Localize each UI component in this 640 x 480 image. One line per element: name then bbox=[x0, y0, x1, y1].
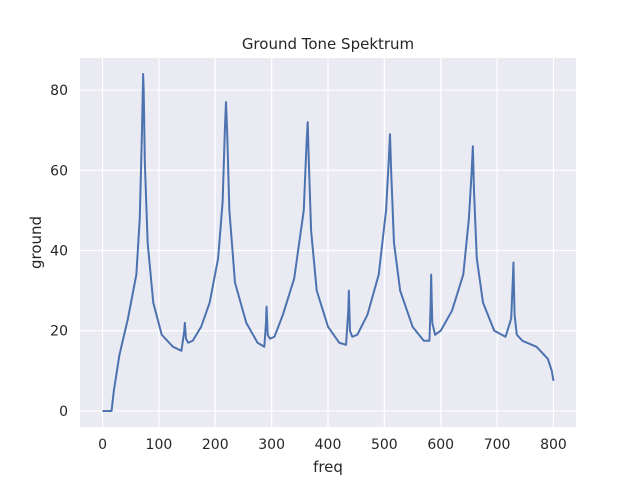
y-tick-label: 60 bbox=[50, 163, 68, 179]
x-tick-label: 500 bbox=[371, 437, 398, 453]
x-tick-label: 300 bbox=[258, 437, 285, 453]
chart-title: Ground Tone Spektrum bbox=[242, 35, 414, 53]
y-tick-label: 0 bbox=[59, 404, 68, 420]
y-tick-labels: 0 20 40 60 80 bbox=[50, 83, 68, 420]
x-tick-label: 800 bbox=[540, 437, 567, 453]
y-tick-label: 20 bbox=[50, 324, 68, 340]
x-tick-label: 400 bbox=[315, 437, 342, 453]
y-tick-label: 40 bbox=[50, 244, 68, 260]
series-line bbox=[102, 73, 555, 412]
x-axis-label: freq bbox=[313, 458, 343, 476]
x-tick-label: 200 bbox=[202, 437, 229, 453]
x-tick-labels: 0 100 200 300 400 500 600 700 800 bbox=[98, 437, 567, 453]
x-tick-label: 100 bbox=[146, 437, 173, 453]
x-tick-label: 700 bbox=[484, 437, 511, 453]
y-tick-label: 80 bbox=[50, 83, 68, 99]
series-layer bbox=[102, 73, 555, 412]
x-tick-label: 600 bbox=[427, 437, 454, 453]
x-tick-label: 0 bbox=[98, 437, 107, 453]
y-axis-label: ground bbox=[27, 216, 45, 269]
